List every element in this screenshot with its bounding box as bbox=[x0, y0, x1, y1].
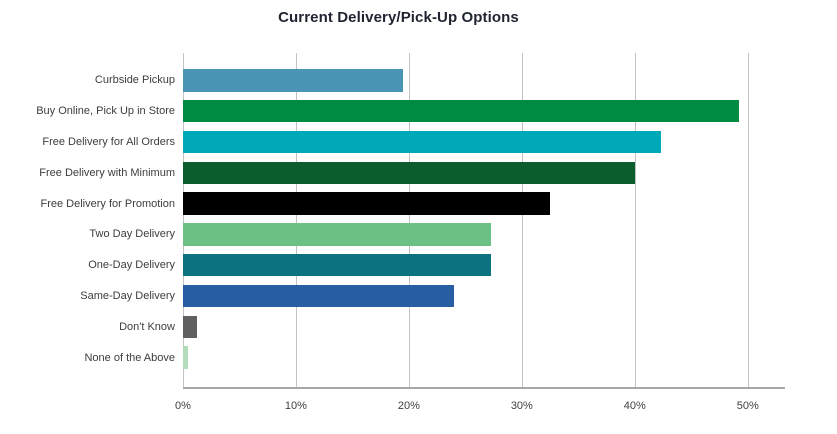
x-axis-tick-label: 50% bbox=[736, 400, 759, 412]
x-axis-line bbox=[183, 387, 785, 389]
plot-area bbox=[183, 53, 785, 388]
chart-row: Buy Online, Pick Up in Store bbox=[0, 96, 785, 127]
gridline bbox=[408, 53, 410, 388]
chart-row: Free Delivery for Promotion bbox=[0, 188, 785, 219]
bar bbox=[183, 161, 635, 185]
category-label: Buy Online, Pick Up in Store bbox=[36, 105, 175, 118]
x-axis-tick-label: 20% bbox=[397, 400, 420, 412]
chart-row: Free Delivery with Minimum bbox=[0, 157, 785, 188]
chart-title: Current Delivery/Pick-Up Options bbox=[278, 9, 519, 26]
chart-row: None of the Above bbox=[0, 342, 785, 373]
bar bbox=[183, 192, 551, 215]
chart-row: Same-Day Delivery bbox=[0, 281, 785, 312]
category-label: None of the Above bbox=[84, 351, 175, 364]
x-axis-tick-label: 0% bbox=[175, 400, 191, 412]
rows: Curbside Pickup Buy Online, Pick Up in St… bbox=[0, 53, 785, 388]
chart-row: Free Delivery for All Orders bbox=[0, 127, 785, 158]
bar bbox=[183, 130, 661, 154]
category-label: Free Delivery with Minimum bbox=[39, 166, 175, 179]
bar bbox=[183, 99, 739, 123]
category-label: One-Day Delivery bbox=[88, 259, 175, 272]
chart-row: Two Day Delivery bbox=[0, 219, 785, 250]
gridline bbox=[295, 53, 297, 388]
x-axis: 0% 10% 20% 30% 40% 50% bbox=[0, 400, 837, 418]
bar bbox=[183, 346, 188, 369]
category-label: Free Delivery for All Orders bbox=[42, 135, 175, 148]
bar bbox=[183, 253, 492, 277]
x-axis-tick-label: 40% bbox=[623, 400, 646, 412]
bar bbox=[183, 315, 197, 339]
bar bbox=[183, 284, 455, 308]
gridline bbox=[747, 53, 749, 388]
x-axis-tick-label: 30% bbox=[510, 400, 533, 412]
category-label: Two Day Delivery bbox=[89, 228, 175, 241]
bar bbox=[183, 69, 404, 92]
chart-row: Curbside Pickup bbox=[0, 65, 785, 96]
chart-row: One-Day Delivery bbox=[0, 250, 785, 281]
category-label: Same-Day Delivery bbox=[80, 289, 175, 302]
category-label: Don't Know bbox=[119, 320, 175, 333]
gridline bbox=[634, 53, 636, 388]
category-label: Curbside Pickup bbox=[94, 74, 175, 87]
x-axis-tick-label: 10% bbox=[284, 400, 307, 412]
gridline bbox=[521, 53, 523, 388]
category-label: Free Delivery for Promotion bbox=[40, 197, 176, 210]
gridline bbox=[183, 53, 184, 388]
chart-row: Don't Know bbox=[0, 311, 785, 342]
bar bbox=[183, 223, 492, 246]
